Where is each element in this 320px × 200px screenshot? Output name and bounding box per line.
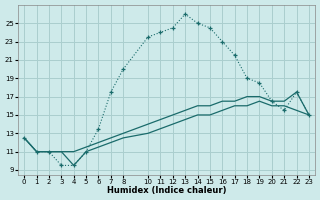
- X-axis label: Humidex (Indice chaleur): Humidex (Indice chaleur): [107, 186, 226, 195]
